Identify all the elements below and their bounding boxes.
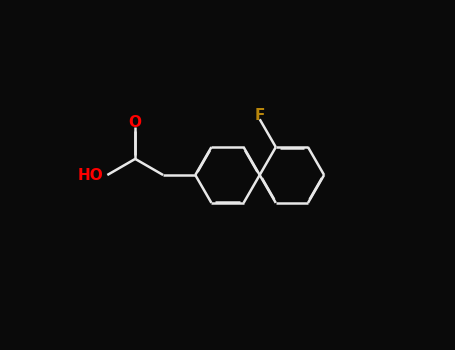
- Text: F: F: [254, 107, 265, 122]
- Text: HO: HO: [78, 168, 104, 182]
- Text: O: O: [129, 115, 142, 130]
